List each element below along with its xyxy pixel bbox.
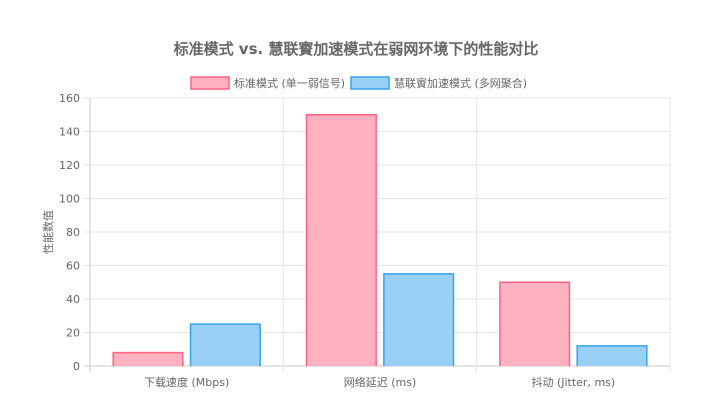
- y-tick-label: 0: [73, 360, 80, 373]
- legend: 标准模式 (单一弱信号) 慧联賨加速模式 (多网聚合): [190, 76, 527, 90]
- bar-outline: [112, 351, 184, 366]
- bar-outline: [383, 273, 455, 366]
- legend-label-standard: 标准模式 (单一弱信号): [234, 76, 345, 90]
- bar-outline: [189, 323, 261, 366]
- bar: [113, 352, 183, 366]
- bar-outline: [499, 281, 571, 366]
- bar: [577, 345, 647, 366]
- y-tick-label: 100: [59, 193, 80, 206]
- bar-outline: [576, 345, 648, 366]
- x-tick-label: 网络延迟 (ms): [344, 375, 417, 389]
- bar-outline: [305, 114, 377, 366]
- legend-item-accelerated[interactable]: 慧联賨加速模式 (多网聚合): [350, 76, 527, 90]
- y-tick-label: 60: [66, 260, 80, 273]
- y-tick-label: 40: [66, 293, 80, 306]
- y-tick-label: 160: [59, 92, 80, 105]
- legend-item-standard[interactable]: 标准模式 (单一弱信号): [190, 76, 345, 90]
- x-tick-label: 抖动 (Jitter, ms): [531, 375, 615, 389]
- grid-lines: [84, 97, 671, 372]
- legend-swatch-accelerated: [350, 76, 390, 90]
- chart-title: 标准模式 vs. 慧联賨加速模式在弱网环境下的性能对比: [173, 40, 539, 58]
- bar: [383, 273, 454, 366]
- y-axis-title: 性能数值: [41, 210, 55, 254]
- x-axis-ticks: 下载速度 (Mbps) 网络延迟 (ms) 抖动 (Jitter, ms): [144, 375, 615, 389]
- bars: [112, 114, 648, 366]
- bar: [306, 114, 377, 366]
- y-tick-label: 120: [59, 159, 80, 172]
- legend-swatch-standard: [190, 76, 230, 90]
- bar: [190, 324, 261, 366]
- y-axis-ticks: 0 20 40 60 80 100 120 140 160: [59, 92, 80, 373]
- x-tick-label: 下载速度 (Mbps): [144, 375, 229, 389]
- legend-label-accelerated: 慧联賨加速模式 (多网聚合): [394, 76, 527, 90]
- y-tick-label: 20: [66, 327, 80, 340]
- bar: [499, 282, 570, 366]
- y-tick-label: 140: [59, 126, 80, 139]
- y-tick-label: 80: [66, 226, 80, 239]
